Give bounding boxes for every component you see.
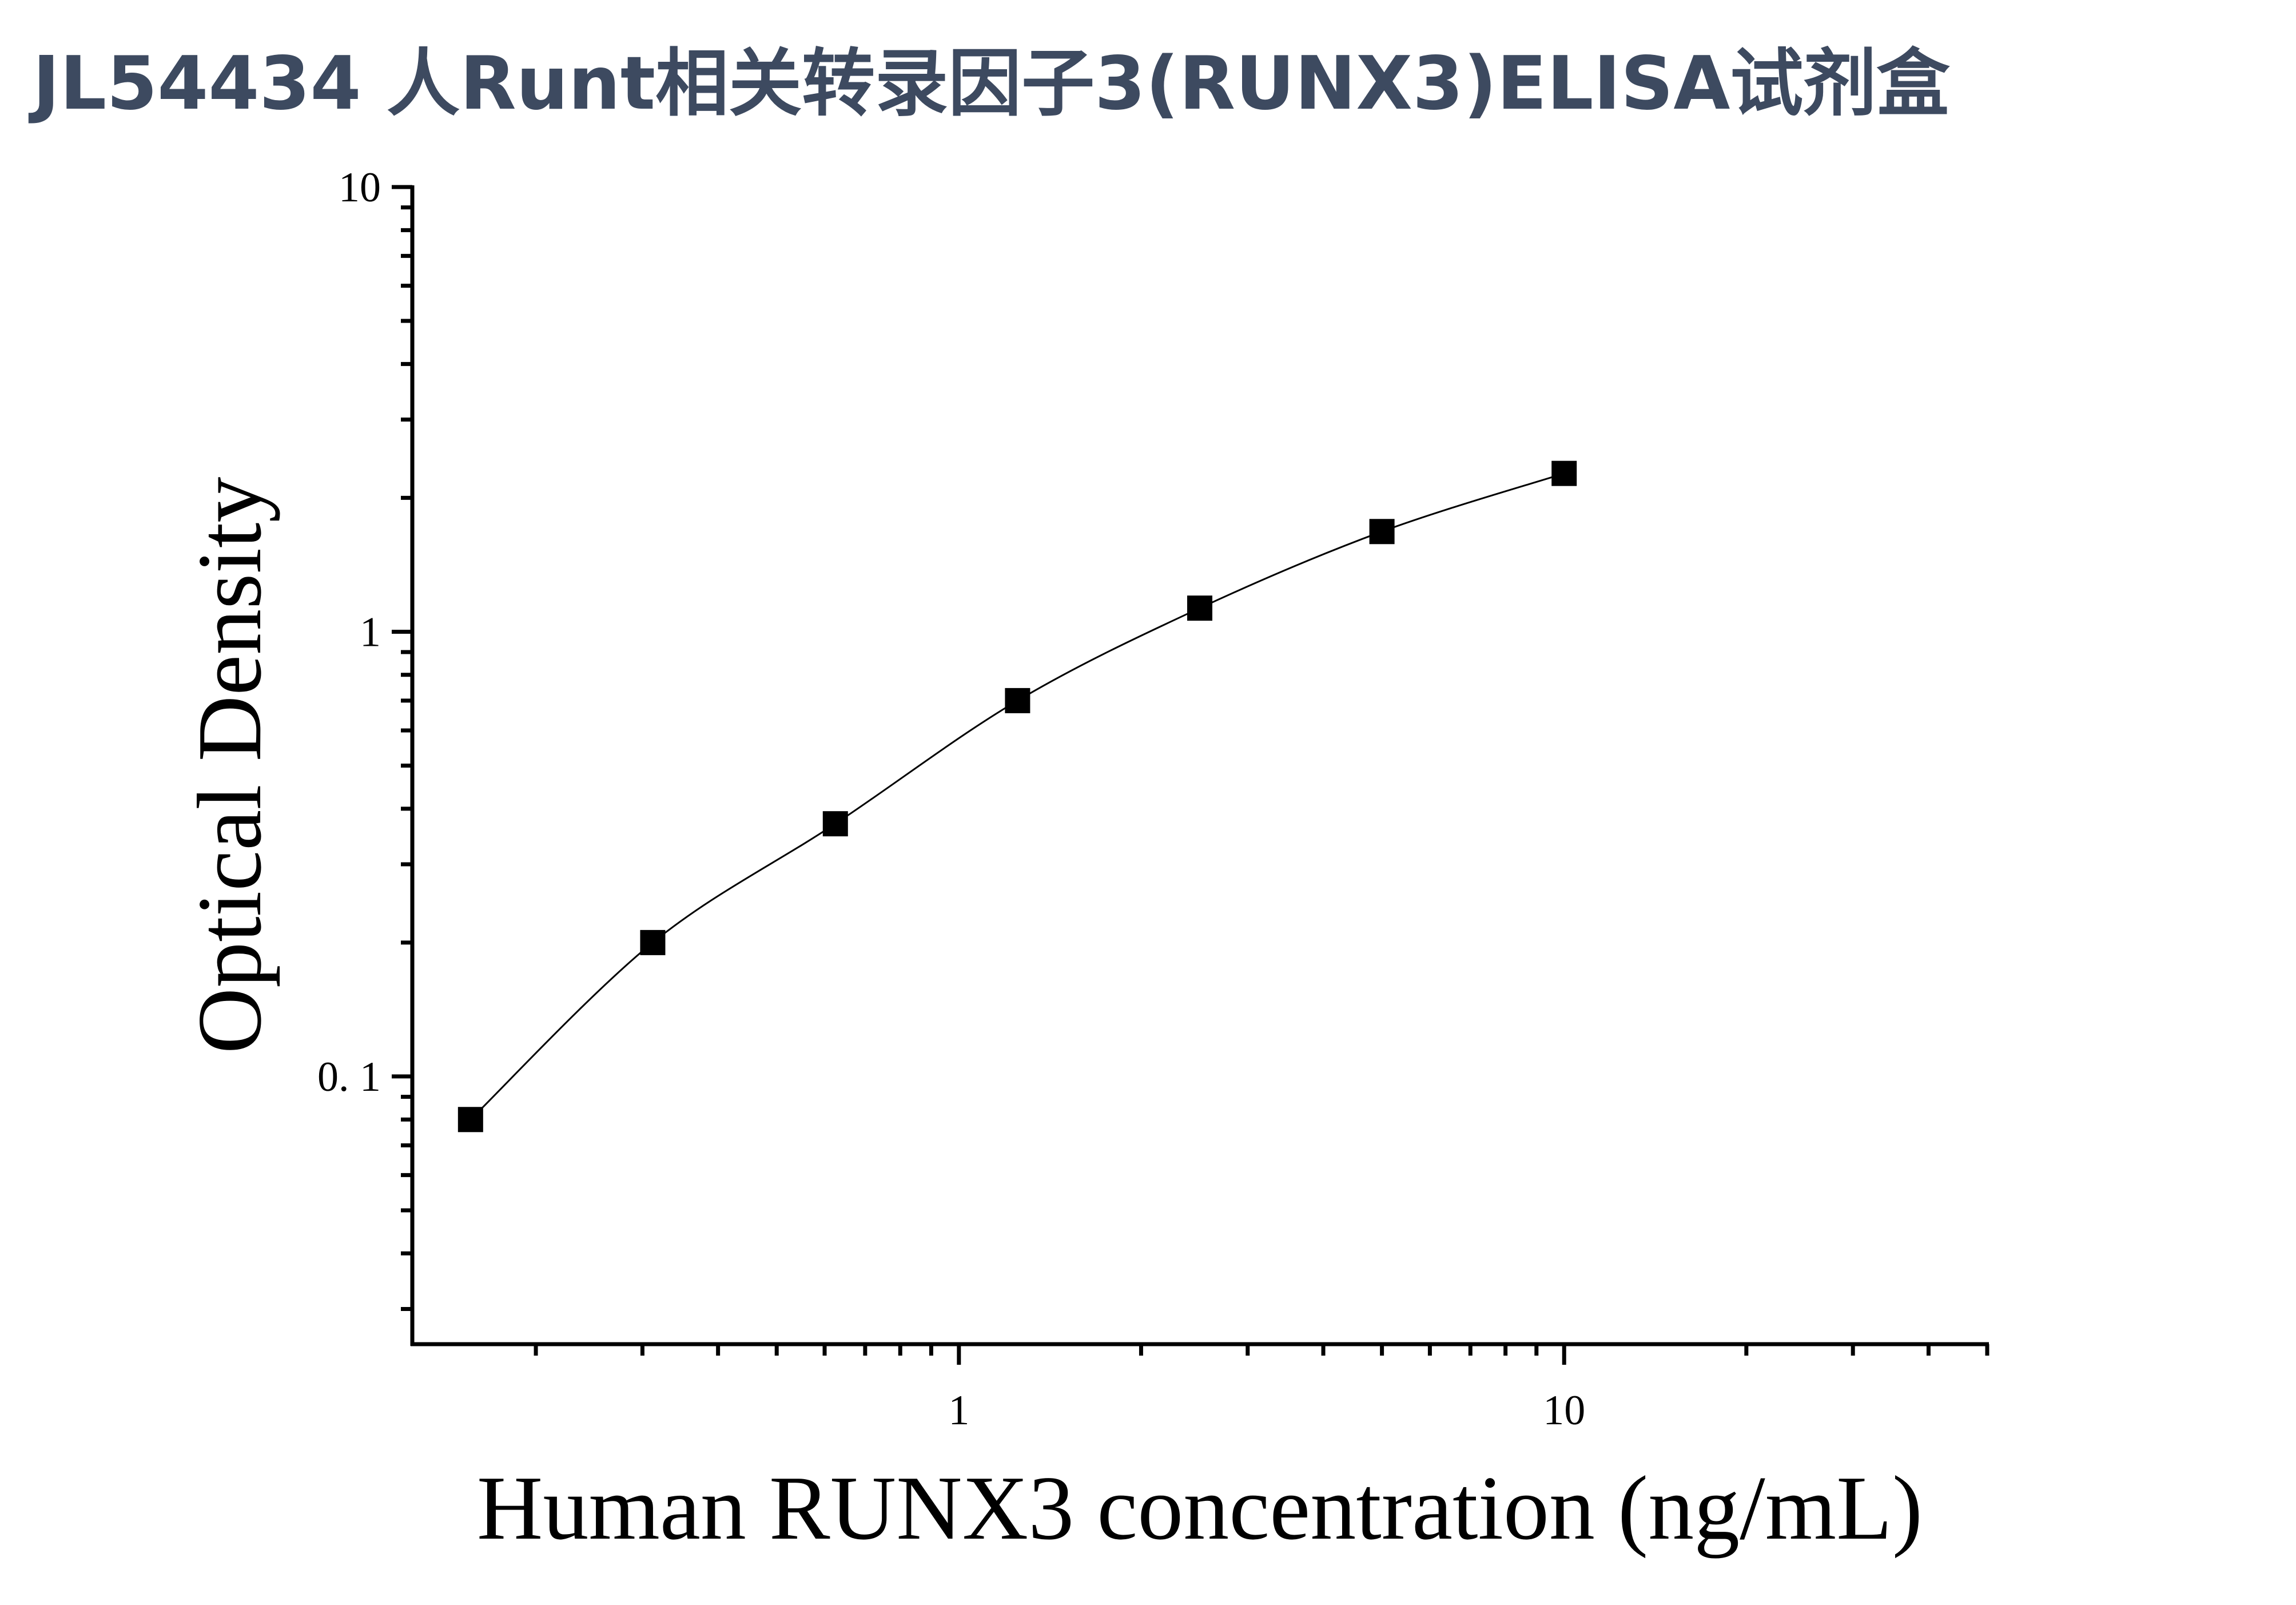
data-point bbox=[1005, 688, 1030, 713]
y-axis-label: Optical Density bbox=[178, 477, 280, 1054]
data-point bbox=[640, 929, 666, 955]
x-axis-label: Human RUNX3 concentration (ng/mL) bbox=[477, 1457, 1923, 1559]
data-point bbox=[457, 1107, 483, 1133]
y-tick-label: 0. 1 bbox=[317, 1054, 381, 1101]
y-tick-label: 1 bbox=[360, 609, 381, 655]
x-tick-label: 10 bbox=[1543, 1387, 1585, 1434]
data-point bbox=[822, 811, 848, 837]
fit-curve bbox=[469, 472, 1565, 1121]
x-tick-label: 1 bbox=[948, 1387, 969, 1434]
y-tick-label: 10 bbox=[339, 164, 381, 211]
data-point bbox=[1369, 519, 1395, 545]
data-point bbox=[1551, 460, 1577, 486]
data-point bbox=[1187, 595, 1212, 621]
chart-title: JL54434 人Runt相关转录因子3(RUNX3)ELISA试剂盒 bbox=[28, 41, 1950, 126]
